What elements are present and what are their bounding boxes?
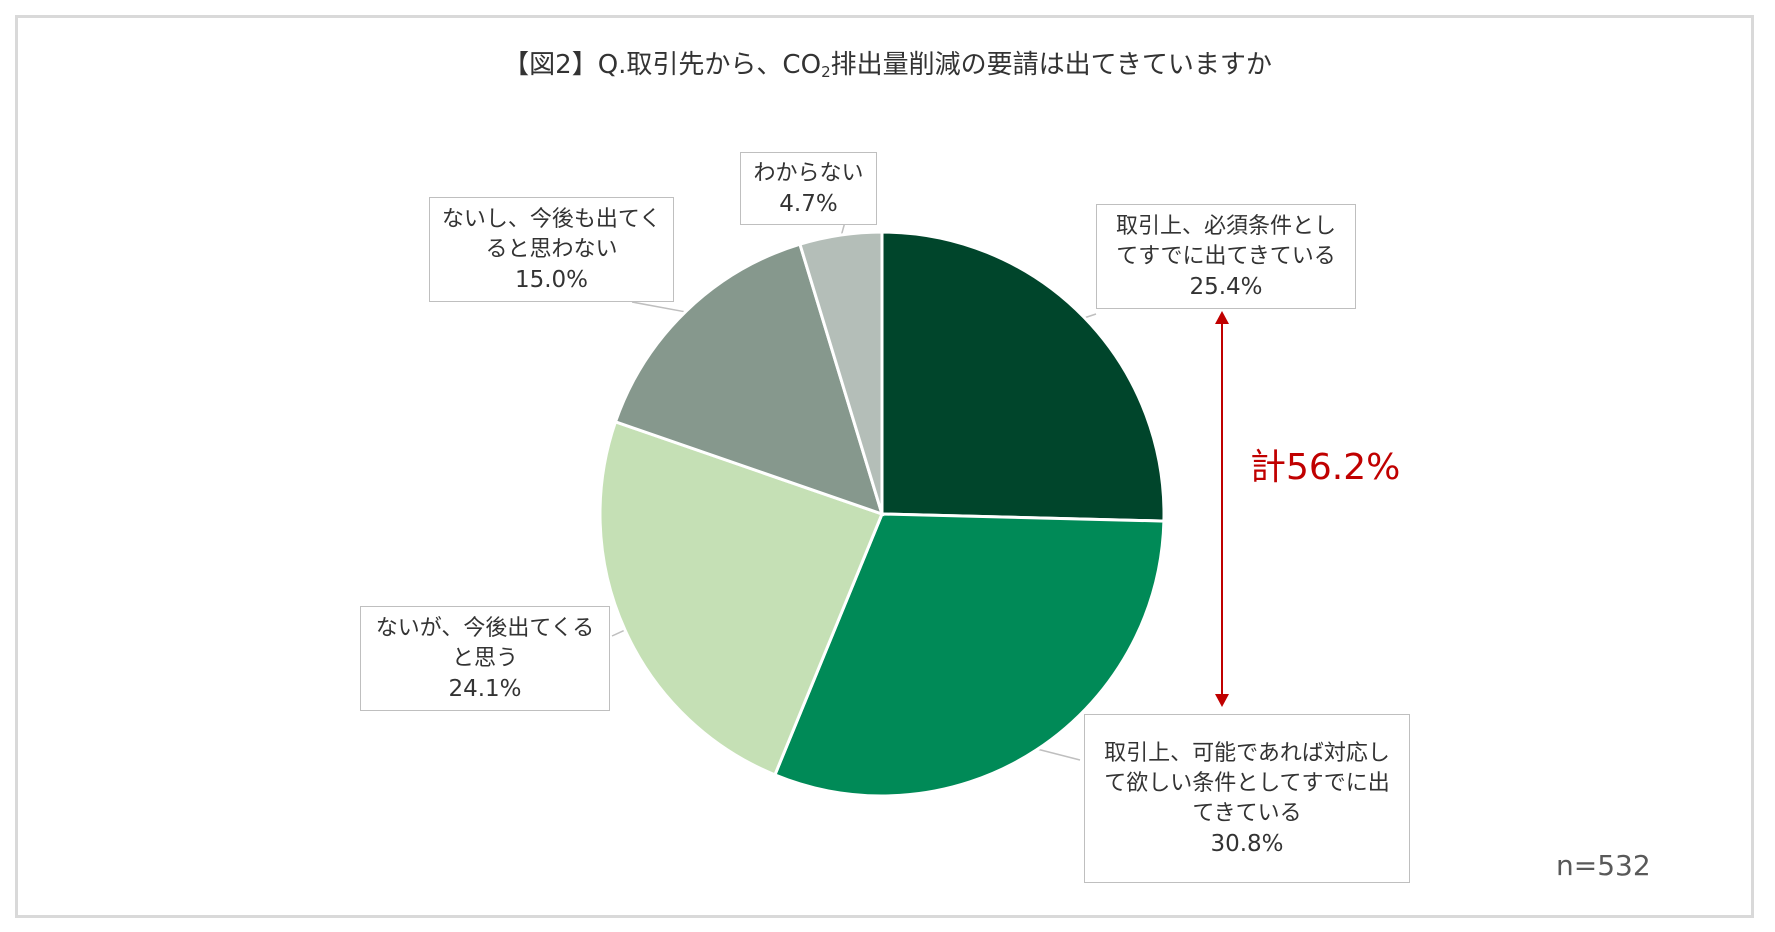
pie-slice: [772, 512, 1166, 798]
pie-slice: [613, 242, 885, 517]
leader-line: [631, 301, 688, 314]
slice-label-line: 取引上、可能であれば対応し: [1104, 740, 1390, 766]
slice-label-line: ると思わない: [485, 236, 618, 262]
slice-value: 4.7%: [779, 190, 838, 217]
slice-value: 25.4%: [1189, 273, 1263, 300]
leader-line: [1034, 747, 1081, 761]
slice-label-line: ないし、今後も出てく: [441, 206, 662, 232]
total-annotation: 計56.2%: [1250, 447, 1401, 488]
slice-label: 取引上、可能であれば対応し て欲しい条件としてすでに出 てきている 30.8%: [1084, 714, 1410, 883]
pie-slice: [798, 230, 884, 515]
pie-slices: [598, 230, 1166, 798]
chart-frame: [15, 15, 1754, 918]
slice-label-line: ないが、今後出てくる: [375, 615, 595, 641]
slice-value: 24.1%: [448, 675, 522, 702]
title-prefix: 【図2】Q.取引先から、CO: [503, 50, 822, 80]
title-suffix: 排出量削減の要請は出てきていますか: [830, 50, 1272, 80]
chart-title: 【図2】Q.取引先から、CO2排出量削減の要請は出てきていますか: [0, 44, 1775, 81]
slice-value: 15.0%: [514, 266, 589, 293]
sample-size: n=532: [1556, 849, 1651, 882]
slice-label: ないが、今後出てくる と思う 24.1%: [360, 606, 610, 711]
slice-value: 30.8%: [1210, 830, 1284, 857]
slice-label-line: 取引上、必須条件とし: [1115, 213, 1336, 239]
slice-label-line: てすでに出てきている: [1116, 243, 1336, 269]
slice-label-line: てきている: [1192, 800, 1302, 826]
slice-label-line: と思う: [451, 645, 518, 671]
pie-slice: [880, 230, 1166, 523]
slice-label: ないし、今後も出てく ると思わない 15.0%: [429, 197, 674, 302]
slice-label-line: て欲しい条件としてすでに出: [1104, 770, 1390, 796]
pie-slice: [598, 419, 884, 777]
slice-label: 取引上、必須条件とし てすでに出てきている 25.4%: [1096, 204, 1356, 309]
slice-label: わからない 4.7%: [740, 152, 877, 225]
title-subscript: 2: [821, 63, 831, 81]
slice-label-line: わからない: [753, 160, 864, 186]
total-arrow: [1215, 311, 1229, 707]
